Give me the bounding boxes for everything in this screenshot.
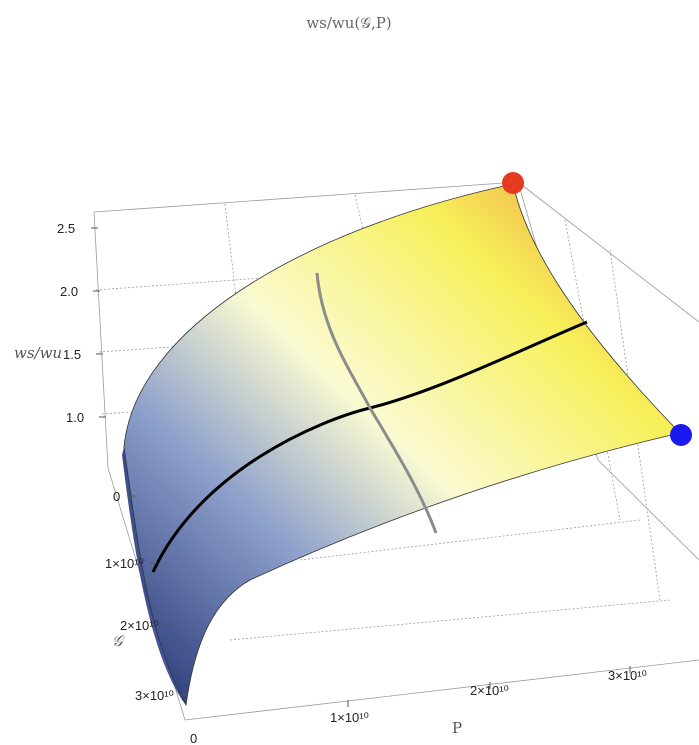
g-tick-label: 0: [113, 489, 120, 504]
gray-curve: [315, 272, 438, 534]
g-axis: 0 1×10¹⁰ 2×10¹⁰ 3×10¹⁰: [105, 489, 187, 703]
p-tick-label: 3×10¹⁰: [608, 668, 647, 683]
z-tick-label: 2.0: [60, 284, 78, 299]
g-tick-label: 1×10¹⁰: [105, 556, 144, 571]
surface-sheet: [123, 183, 681, 707]
surface-curves: [151, 272, 588, 573]
g-tick-label: 3×10¹⁰: [135, 688, 174, 703]
z-tick-label: 1.5: [63, 347, 81, 362]
blue-point: [670, 424, 692, 446]
surface: [122, 183, 681, 707]
z-tick-label: 2.5: [57, 221, 75, 236]
p-tick-label: 0: [190, 731, 197, 745]
box-edge: [93, 211, 109, 469]
box-edge: [597, 459, 699, 561]
p-axis-title: P: [452, 719, 462, 737]
z-axis: 2.5 2.0 1.5 1.0: [57, 221, 106, 425]
red-point: [502, 172, 524, 194]
box-edge: [517, 181, 699, 323]
box-edge: [184, 659, 699, 721]
p-tick-label: 1×10¹⁰: [330, 710, 369, 725]
grid-line: [299, 519, 641, 561]
p-tick-label: 2×10¹⁰: [470, 683, 509, 698]
g-axis-title: 𝒢: [112, 632, 125, 650]
grid-line: [229, 599, 671, 641]
p-axis: 0 1×10¹⁰ 2×10¹⁰ 3×10¹⁰: [190, 666, 647, 745]
g-tick-label: 2×10¹⁰: [120, 618, 159, 633]
plot-title: ws/wu(𝒢,P): [306, 14, 391, 32]
z-tick-label: 1.0: [66, 410, 84, 425]
z-axis-title: ws/wu: [14, 344, 62, 362]
box-edge: [93, 181, 519, 213]
